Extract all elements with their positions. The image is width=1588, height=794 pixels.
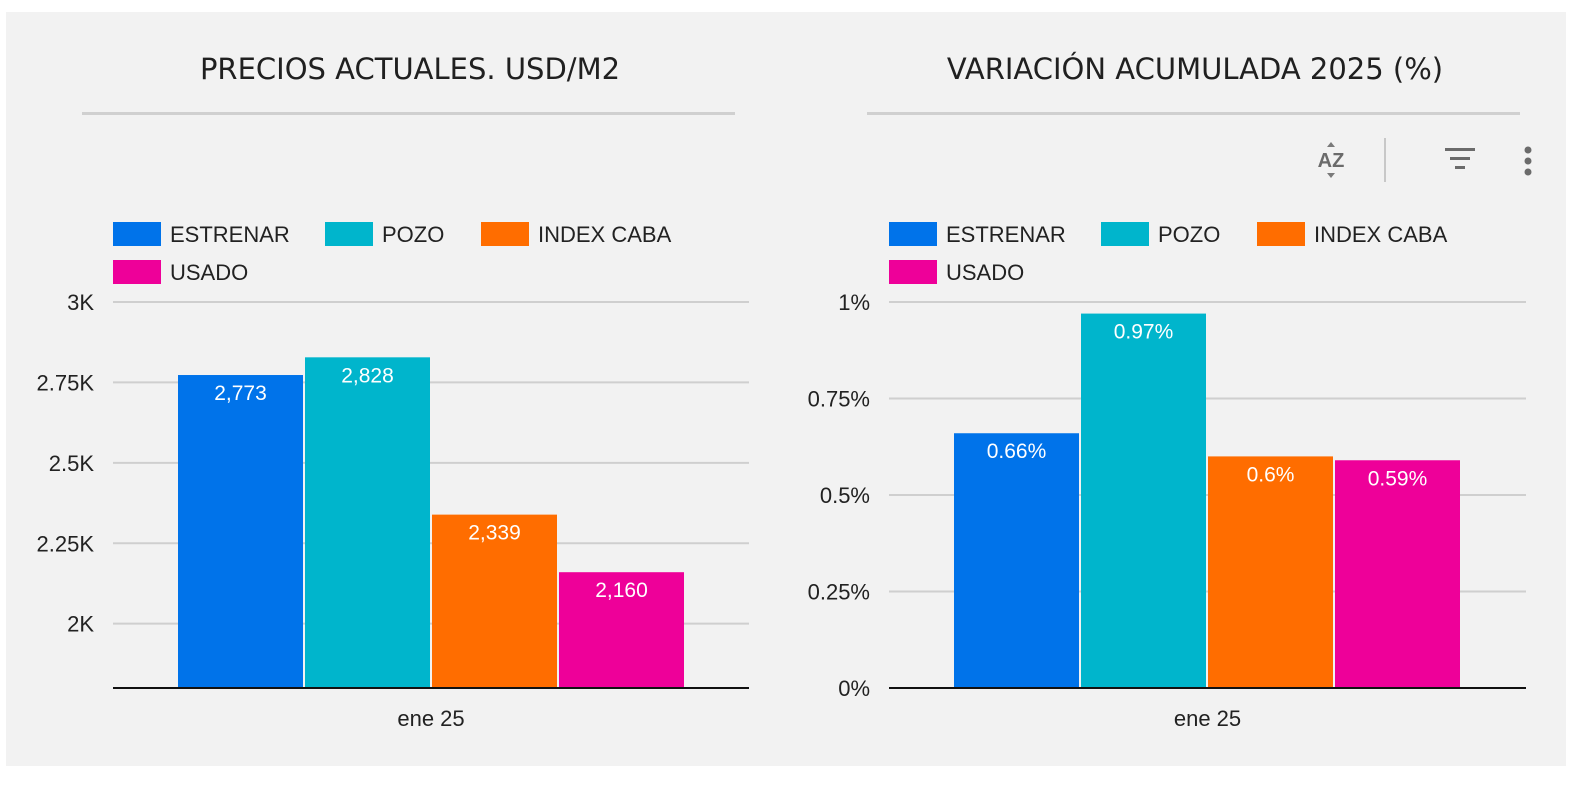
y-tick-label: 0.25% bbox=[808, 580, 870, 605]
legend-swatch bbox=[113, 222, 161, 246]
legend-swatch bbox=[889, 260, 937, 284]
x-tick-label: ene 25 bbox=[1174, 706, 1241, 731]
legend-label: INDEX CABA bbox=[538, 222, 672, 247]
sort-az-icon[interactable]: AZ bbox=[1308, 138, 1354, 182]
legend-swatch bbox=[113, 260, 161, 284]
more-vert-icon[interactable] bbox=[1516, 138, 1540, 182]
bar-pozo bbox=[1081, 313, 1206, 688]
data-label: 2,773 bbox=[214, 382, 267, 405]
legend-swatch bbox=[889, 222, 937, 246]
title-divider bbox=[867, 112, 1520, 115]
bar-usado bbox=[1335, 460, 1460, 688]
bar-estrenar bbox=[954, 433, 1079, 688]
y-tick-label: 0.75% bbox=[808, 387, 870, 412]
data-label: 2,828 bbox=[341, 364, 394, 387]
title-divider bbox=[82, 112, 735, 115]
y-tick-label: 2.75K bbox=[37, 370, 95, 395]
data-label: 0.6% bbox=[1247, 463, 1295, 486]
bar-usado bbox=[559, 572, 684, 688]
y-tick-label: 2.25K bbox=[37, 531, 95, 556]
legend-label: USADO bbox=[170, 260, 248, 285]
x-tick-label: ene 25 bbox=[397, 706, 464, 731]
legend-swatch bbox=[1257, 222, 1305, 246]
y-tick-label: 2K bbox=[67, 612, 94, 637]
data-label: 0.59% bbox=[1368, 467, 1428, 490]
y-tick-label: 1% bbox=[838, 290, 870, 315]
legend-label: POZO bbox=[382, 222, 444, 247]
bar-estrenar bbox=[178, 375, 303, 688]
legend-label: ESTRENAR bbox=[170, 222, 290, 247]
data-label: 0.66% bbox=[987, 440, 1047, 463]
legend-label: INDEX CABA bbox=[1314, 222, 1448, 247]
bar-pozo bbox=[305, 357, 430, 688]
data-label: 2,160 bbox=[595, 579, 648, 602]
y-tick-label: 3K bbox=[67, 290, 94, 315]
chart-title-variation: VARIACIÓN ACUMULADA 2025 (%) bbox=[946, 52, 1444, 86]
legend-swatch bbox=[1101, 222, 1149, 246]
legend-label: USADO bbox=[946, 260, 1024, 285]
legend-swatch bbox=[325, 222, 373, 246]
bar-index-caba bbox=[432, 514, 557, 688]
data-label: 0.97% bbox=[1114, 321, 1174, 344]
y-tick-label: 0.5% bbox=[820, 483, 870, 508]
legend-label: POZO bbox=[1158, 222, 1220, 247]
toolbar-separator bbox=[1384, 138, 1386, 182]
svg-text:AZ: AZ bbox=[1318, 150, 1345, 172]
legend-swatch bbox=[481, 222, 529, 246]
y-tick-label: 2.5K bbox=[49, 451, 95, 476]
chart-title-prices: PRECIOS ACTUALES. USD/M2 bbox=[199, 52, 621, 86]
filter-icon[interactable] bbox=[1438, 138, 1482, 182]
y-tick-label: 0% bbox=[838, 676, 870, 701]
data-label: 2,339 bbox=[468, 522, 521, 545]
chart-toolbar: AZ bbox=[1308, 138, 1558, 182]
legend-label: ESTRENAR bbox=[946, 222, 1066, 247]
bar-index-caba bbox=[1208, 456, 1333, 688]
